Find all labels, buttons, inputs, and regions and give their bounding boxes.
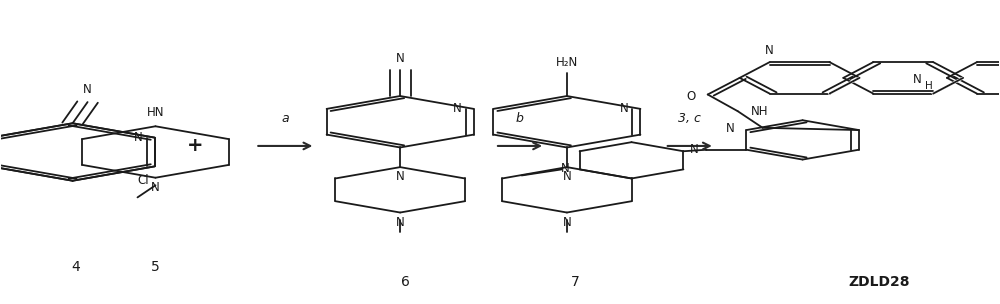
Text: N: N <box>726 122 734 135</box>
Text: 3, c: 3, c <box>678 112 701 125</box>
Text: 5: 5 <box>151 260 160 274</box>
Text: H: H <box>925 81 933 92</box>
Text: NH: NH <box>751 105 768 118</box>
Text: O: O <box>686 89 696 102</box>
Text: N: N <box>563 216 571 229</box>
Text: N: N <box>83 83 92 96</box>
Text: N: N <box>563 170 571 183</box>
Text: N: N <box>396 170 405 183</box>
Text: N: N <box>134 131 143 144</box>
Text: b: b <box>516 112 524 125</box>
Text: N: N <box>765 44 774 57</box>
Text: Cl: Cl <box>137 174 149 187</box>
Text: a: a <box>281 112 289 125</box>
Text: 4: 4 <box>71 260 80 274</box>
Text: N: N <box>453 102 462 115</box>
Text: N: N <box>151 181 160 194</box>
Text: H₂N: H₂N <box>556 56 578 69</box>
Text: N: N <box>913 73 922 86</box>
Text: ZDLD28: ZDLD28 <box>849 275 910 289</box>
Text: N: N <box>690 143 698 156</box>
Text: 6: 6 <box>401 275 410 289</box>
Text: 7: 7 <box>571 275 579 289</box>
Text: N: N <box>396 52 405 65</box>
Text: +: + <box>187 136 204 155</box>
Text: N: N <box>561 162 570 175</box>
Text: N: N <box>396 216 405 229</box>
Text: HN: HN <box>147 106 164 119</box>
Text: N: N <box>620 102 628 115</box>
